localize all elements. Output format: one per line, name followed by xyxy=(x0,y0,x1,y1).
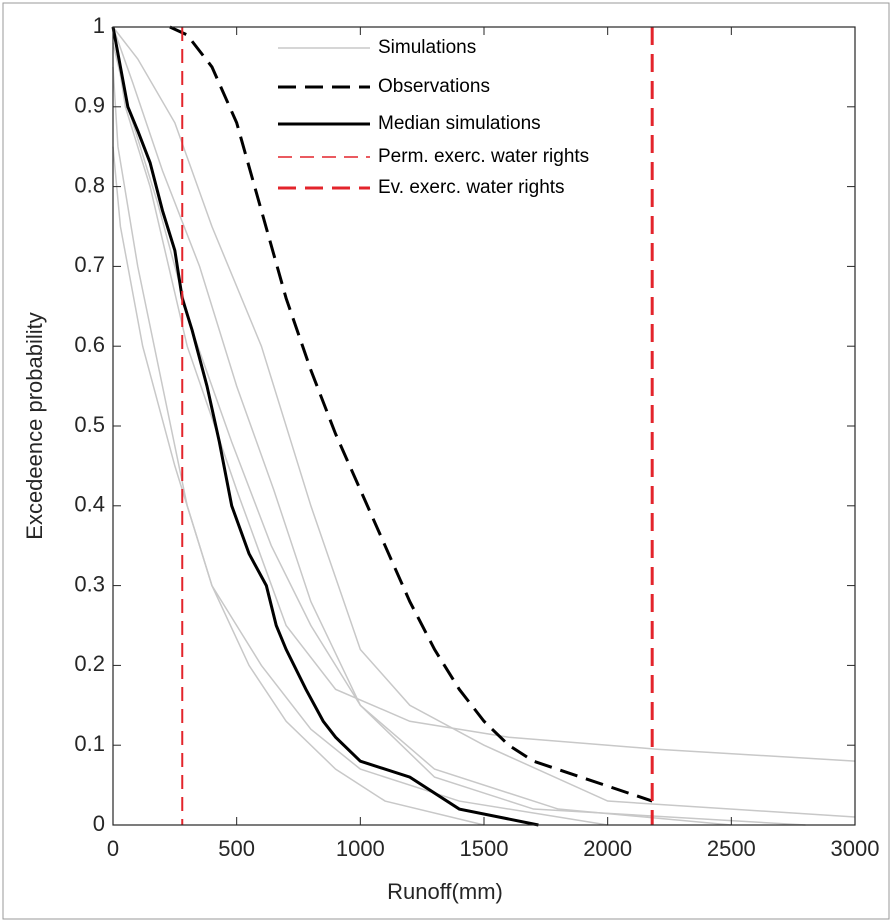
legend-label: Perm. exerc. water rights xyxy=(378,146,589,167)
simulation-line xyxy=(112,26,856,762)
x-tick-label: 3000 xyxy=(831,836,880,861)
x-tick-label: 0 xyxy=(107,836,119,861)
y-tick-label: 0.5 xyxy=(74,412,105,437)
series-line xyxy=(111,26,539,827)
x-tick-label: 500 xyxy=(218,836,255,861)
x-tick-label: 1000 xyxy=(336,836,385,861)
y-tick-label: 0.4 xyxy=(74,492,105,517)
y-tick-label: 0.1 xyxy=(74,731,105,756)
x-tick-label: 2500 xyxy=(707,836,756,861)
y-tick-label: 1 xyxy=(93,13,105,38)
y-axis-label: Excedeence probability xyxy=(22,312,47,539)
simulation-line xyxy=(112,26,856,818)
legend-label: Ev. exerc. water rights xyxy=(378,177,565,198)
legend-label: Median simulations xyxy=(378,113,541,134)
y-tick-label: 0 xyxy=(93,811,105,836)
x-axis-label: Runoff(mm) xyxy=(387,879,503,904)
y-tick-label: 0.7 xyxy=(74,252,105,277)
x-tick-label: 2000 xyxy=(583,836,632,861)
simulation-line xyxy=(112,42,806,826)
y-tick-label: 0.2 xyxy=(74,651,105,676)
y-tick-label: 0.6 xyxy=(74,332,105,357)
simulation-line xyxy=(112,146,485,826)
simulation-line xyxy=(112,26,732,826)
y-tick-label: 0.8 xyxy=(74,172,105,197)
legend-label: Observations xyxy=(378,76,490,97)
x-tick-label: 1500 xyxy=(460,836,509,861)
series-line xyxy=(169,25,653,803)
y-tick-label: 0.9 xyxy=(74,93,105,118)
y-tick-label: 0.3 xyxy=(74,571,105,596)
legend-label: Simulations xyxy=(378,37,476,58)
